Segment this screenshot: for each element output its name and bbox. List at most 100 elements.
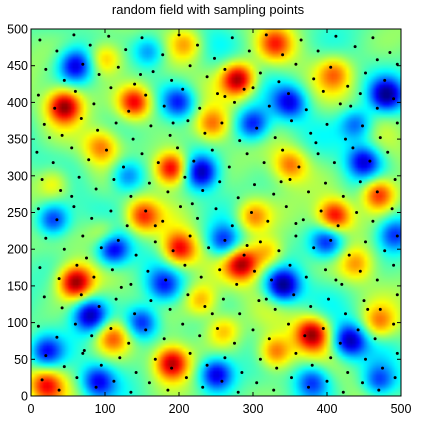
sampling-point	[290, 119, 293, 123]
sampling-point	[251, 328, 255, 332]
sampling-point	[109, 327, 113, 330]
sampling-point	[57, 388, 61, 392]
sampling-point	[220, 379, 224, 383]
sampling-point	[107, 34, 111, 38]
sampling-point	[270, 278, 273, 282]
sampling-point	[287, 322, 290, 326]
sampling-point	[207, 246, 211, 250]
sampling-point	[85, 256, 88, 260]
sampling-point	[258, 240, 262, 244]
sampling-point	[375, 106, 379, 110]
x-tick-label: 500	[391, 402, 412, 416]
sampling-point	[81, 234, 85, 238]
sampling-point	[325, 122, 329, 126]
plot-area	[30, 28, 402, 397]
sampling-point	[87, 158, 91, 162]
sampling-point	[170, 78, 174, 82]
sampling-point	[139, 73, 142, 76]
sampling-point	[116, 65, 120, 69]
sampling-point	[129, 194, 133, 198]
sampling-point	[140, 152, 144, 156]
sampling-point	[267, 337, 271, 341]
sampling-point	[251, 86, 255, 90]
sampling-point	[366, 307, 370, 311]
x-tick-label: 0	[28, 402, 35, 416]
sampling-point	[292, 293, 296, 297]
sampling-point	[186, 119, 190, 123]
sampling-points	[35, 33, 399, 394]
sampling-point	[319, 209, 323, 213]
sampling-point	[94, 385, 98, 389]
sampling-point	[161, 219, 165, 223]
sampling-point	[272, 388, 276, 392]
sampling-point	[277, 249, 281, 253]
sampling-point	[112, 379, 116, 383]
sampling-point	[127, 341, 131, 345]
sampling-point	[133, 312, 137, 316]
sampling-point	[309, 131, 313, 135]
sampling-point	[124, 48, 128, 52]
sampling-point	[48, 136, 51, 140]
sampling-point	[153, 224, 157, 228]
sampling-point	[109, 209, 113, 213]
sampling-point	[164, 278, 168, 282]
sampling-point	[131, 137, 135, 141]
y-axis: 0 50 100 150 200 250 300 350 400 450 500	[7, 23, 401, 404]
sampling-point	[304, 108, 308, 112]
sampling-point	[395, 234, 399, 238]
sampling-point	[388, 51, 392, 54]
sampling-point	[355, 211, 359, 214]
sampling-point	[238, 139, 242, 143]
sampling-point	[334, 278, 338, 282]
sampling-point	[62, 247, 66, 251]
sampling-point	[40, 178, 44, 181]
sampling-point	[290, 376, 293, 380]
sampling-point	[303, 334, 307, 338]
sampling-point	[307, 190, 310, 194]
y-tick-label: 200	[7, 243, 28, 257]
sampling-point	[230, 224, 234, 228]
sampling-point	[188, 64, 192, 68]
sampling-point	[62, 365, 66, 369]
sampling-point	[77, 175, 81, 179]
y-tick-label: 100	[7, 316, 28, 330]
sampling-point	[127, 109, 131, 113]
sampling-point	[257, 299, 261, 303]
sampling-point	[36, 324, 40, 328]
sampling-point	[183, 175, 187, 179]
x-tick-label: 100	[95, 402, 116, 416]
sampling-point	[227, 165, 231, 169]
sampling-point	[88, 43, 92, 47]
x-axis: 0 100 200 300 400 500	[28, 29, 412, 416]
sampling-point	[42, 295, 46, 299]
sampling-point	[344, 137, 347, 141]
sampling-point	[213, 56, 216, 60]
sampling-point	[176, 146, 179, 150]
sampling-point	[294, 351, 298, 355]
sampling-point	[94, 187, 98, 191]
sampling-point	[92, 275, 96, 279]
y-tick-label: 350	[7, 133, 28, 147]
sampling-point	[149, 299, 153, 303]
sampling-point	[216, 327, 219, 330]
sampling-point	[253, 269, 256, 273]
sampling-point	[356, 328, 360, 332]
sampling-point	[99, 363, 103, 367]
sampling-point	[156, 161, 160, 165]
sampling-point	[393, 178, 397, 181]
sampling-point	[275, 366, 279, 370]
sampling-point	[210, 312, 214, 316]
sampling-point	[73, 89, 77, 93]
sampling-point	[294, 62, 298, 66]
sampling-point	[358, 180, 362, 184]
sampling-point	[273, 307, 277, 311]
sampling-point	[205, 75, 209, 79]
sampling-point	[378, 307, 382, 311]
sampling-point	[236, 390, 240, 394]
sampling-point	[161, 53, 165, 57]
sampling-point	[79, 117, 83, 120]
sampling-point	[216, 92, 219, 96]
sampling-point	[297, 165, 301, 169]
sampling-point	[186, 293, 190, 297]
sampling-point	[162, 104, 166, 108]
